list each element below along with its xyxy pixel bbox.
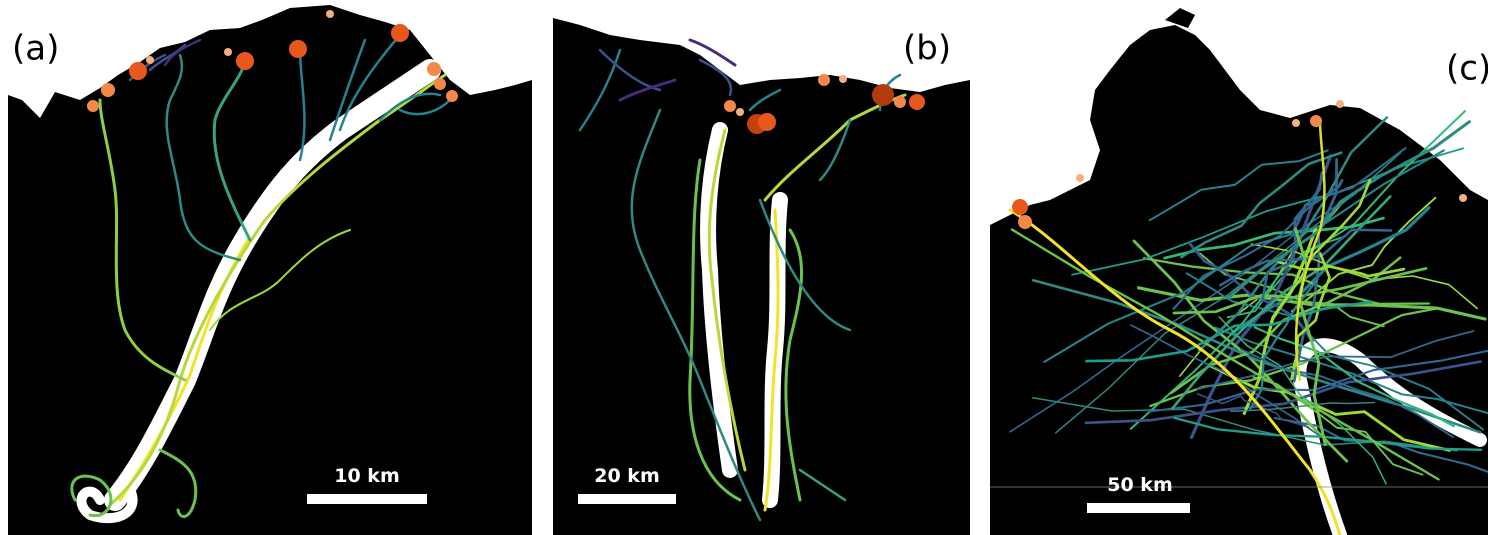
panel-label: (c) [1446, 49, 1488, 89]
outlet [326, 10, 334, 18]
outlet [129, 62, 147, 80]
scale-label: 10 km [334, 465, 400, 487]
land [553, 18, 970, 535]
outlet [1018, 215, 1032, 229]
outlet [1076, 174, 1084, 182]
outlet [427, 62, 441, 76]
outlet [87, 100, 99, 112]
outlet [434, 78, 446, 90]
outlet [1012, 199, 1028, 215]
panel-label: (a) [12, 29, 59, 69]
outlet [736, 108, 744, 116]
outlet [236, 52, 254, 70]
scale-bar [1087, 503, 1190, 513]
outlet [1310, 115, 1322, 127]
scale-label: 50 km [1107, 474, 1173, 496]
scale-bar [307, 494, 427, 504]
outlet [289, 40, 307, 58]
outlet [818, 74, 830, 86]
outlet [1292, 119, 1300, 127]
panel-label: (b) [903, 29, 951, 69]
outlet [224, 48, 232, 56]
land [1165, 8, 1195, 28]
panel-b: (b) 20 km [553, 18, 970, 535]
outlet [101, 83, 115, 97]
panel-a: (a) 10 km [8, 5, 532, 535]
figure: (a) 10 km (b) 20 km [0, 0, 1488, 535]
outlet [839, 75, 847, 83]
panel-c: 50 km [990, 8, 1488, 535]
outlet [391, 24, 409, 42]
land [990, 25, 1488, 535]
outlet [909, 94, 925, 110]
outlet [724, 100, 736, 112]
outlet [758, 113, 776, 131]
scale-bar [578, 494, 676, 504]
scale-label: 20 km [594, 465, 660, 487]
land [8, 5, 532, 535]
outlet [1336, 100, 1344, 108]
outlet [446, 90, 458, 102]
outlet [146, 56, 154, 64]
outlet [894, 96, 906, 108]
outlet [1459, 194, 1467, 202]
outlet [872, 84, 894, 106]
